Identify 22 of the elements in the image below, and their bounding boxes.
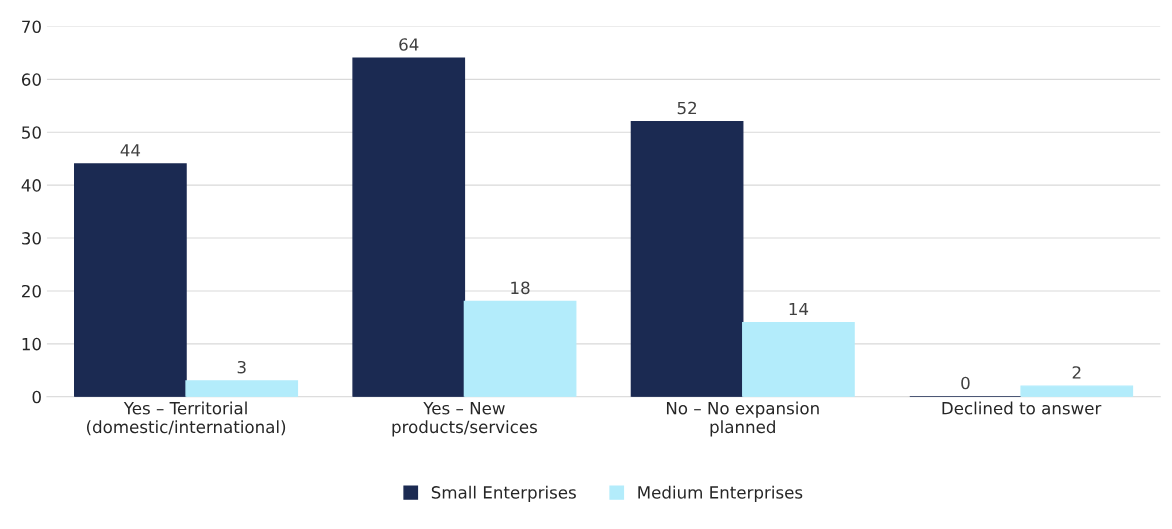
y-tick-label: 70 [22, 20, 41, 34]
y-tick-label: 30 [22, 232, 41, 245]
y-tick-label: 20 [22, 284, 41, 298]
data-label: 52 [677, 101, 697, 115]
data-label: 3 [237, 360, 246, 374]
x-tick-label: Yes – New products/services [392, 402, 537, 437]
data-label: 64 [399, 38, 419, 51]
legend-label: Small Enterprises [431, 485, 576, 502]
y-tick-label: 10 [22, 337, 41, 351]
data-label: 18 [511, 281, 530, 295]
y-tick-label: 50 [22, 126, 41, 139]
x-tick-label: Yes – Territorial (domestic/international) [87, 401, 286, 436]
y-tick-label: 0 [32, 390, 41, 404]
x-tick-label: No – No expansion planned [666, 401, 819, 437]
data-label: 44 [120, 144, 141, 157]
legend-label: Medium Enterprises [638, 485, 803, 502]
data-label: 2 [1072, 366, 1081, 379]
data-label: 14 [789, 302, 809, 316]
y-tick-label: 60 [21, 73, 41, 86]
data-label: 0 [961, 376, 970, 390]
x-tick-label: Declined to answer [942, 401, 1102, 415]
y-tick-label: 40 [21, 179, 41, 192]
